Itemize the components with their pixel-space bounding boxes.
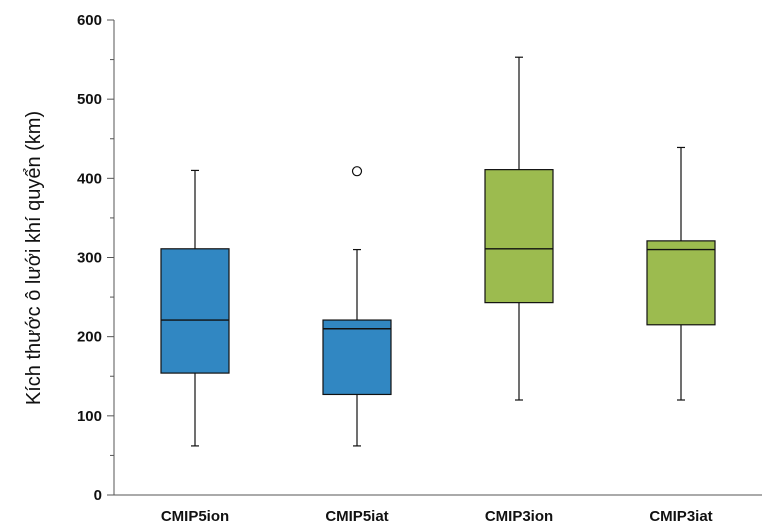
x-category-label: CMIP3iat [649,508,712,525]
x-category-label: CMIP3ion [485,508,553,525]
y-tick-label: 400 [77,170,102,187]
iqr-box [646,240,716,326]
y-tick-label: 100 [77,408,102,425]
box-CMIP3iat [646,146,716,401]
box-CMIP3ion [484,56,554,401]
x-category-label: CMIP5iat [325,508,388,525]
x-category-label: CMIP5ion [161,508,229,525]
box-CMIP5ion [160,169,230,447]
y-tick-label: 0 [94,487,102,504]
iqr-box [484,169,554,304]
boxes [160,56,716,447]
y-tick-label: 500 [77,91,102,108]
y-tick-label: 200 [77,329,102,346]
iqr-box [322,319,392,396]
x-labels: CMIP5ion CMIP5iat CMIP3ion CMIP3iat [161,508,713,525]
box-CMIP5iat [322,166,392,447]
y-axis-title: Kích thước ô lưới khí quyển (km) [23,111,45,405]
outlier-point [351,166,363,177]
y-tick-label: 600 [77,12,102,29]
y-ticks: 0 100 200 300 400 500 600 [77,12,114,504]
y-tick-label: 300 [77,250,102,267]
iqr-box [160,248,230,374]
